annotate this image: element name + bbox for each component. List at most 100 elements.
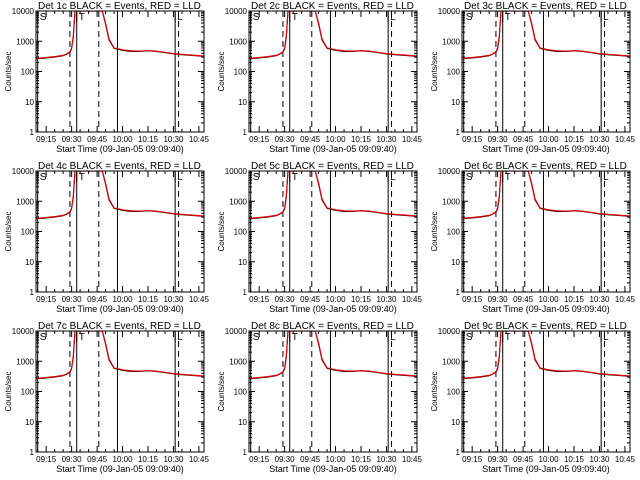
x-tick-label: 10:30: [376, 455, 397, 464]
y-tick-label: 100: [21, 388, 35, 397]
y-tick-label: 100: [447, 388, 461, 397]
x-tick-label: 09:15: [249, 455, 270, 464]
y-tick-label: 1: [30, 288, 35, 297]
lld-series-line: [36, 11, 204, 60]
x-tick-label: 10:15: [564, 295, 585, 304]
y-axis-label: Counts/sec: [217, 211, 226, 251]
x-tick-label: 09:15: [249, 135, 270, 144]
x-tick-label: 09:30: [488, 135, 509, 144]
y-tick-label: 1: [243, 448, 248, 457]
flag-letter: T: [79, 332, 85, 343]
x-axis-label: Start Time (09-Jan-05 09:09:40): [482, 144, 610, 154]
flag-letter: S: [253, 172, 260, 183]
flag-letter: S: [40, 172, 47, 183]
x-axis-label: Start Time (09-Jan-05 09:09:40): [482, 464, 610, 474]
x-tick-label: 10:00: [539, 135, 560, 144]
x-tick-label: 09:30: [62, 135, 83, 144]
lld-series-line: [462, 11, 630, 60]
y-tick-label: 10: [238, 258, 247, 267]
x-axis-label: Start Time (09-Jan-05 09:09:40): [56, 144, 184, 154]
lld-series-line: [462, 331, 630, 380]
x-tick-label: 10:15: [351, 135, 372, 144]
x-tick-label: 10:00: [539, 455, 560, 464]
y-tick-label: 100: [234, 68, 248, 77]
x-tick-label: 09:45: [87, 135, 108, 144]
y-tick-label: 1000: [16, 197, 34, 206]
y-tick-label: 1: [30, 448, 35, 457]
x-tick-label: 10:15: [564, 135, 585, 144]
x-tick-label: 10:45: [615, 135, 636, 144]
x-tick-label: 10:30: [589, 135, 610, 144]
x-tick-label: 09:30: [488, 455, 509, 464]
y-tick-label: 1000: [229, 37, 247, 46]
panel-title: Det 9c BLACK = Events, RED = LLD: [464, 321, 627, 332]
x-tick-label: 09:45: [300, 295, 321, 304]
y-tick-label: 10: [451, 418, 460, 427]
x-tick-label: 09:30: [275, 295, 296, 304]
flag-letter: S: [253, 332, 260, 343]
flag-letter: T: [292, 172, 298, 183]
x-tick-label: 10:30: [163, 295, 184, 304]
y-tick-label: 100: [21, 228, 35, 237]
x-tick-label: 10:30: [589, 295, 610, 304]
y-tick-label: 10000: [225, 327, 248, 336]
lld-series-line: [249, 171, 417, 220]
flag-letter: S: [40, 332, 47, 343]
y-axis-label: Counts/sec: [4, 211, 13, 251]
flag-letter: T: [505, 12, 511, 23]
x-tick-label: 10:45: [402, 455, 423, 464]
flag-letter: T: [79, 172, 85, 183]
y-tick-label: 1000: [442, 197, 460, 206]
x-tick-label: 10:00: [326, 135, 347, 144]
y-tick-label: 1000: [229, 357, 247, 366]
y-tick-label: 100: [234, 388, 248, 397]
y-tick-label: 10000: [12, 167, 35, 176]
y-tick-label: 10: [25, 258, 34, 267]
panel-title: Det 7c BLACK = Events, RED = LLD: [38, 321, 201, 332]
flag-letter: T: [292, 12, 298, 23]
x-tick-label: 10:15: [351, 455, 372, 464]
x-tick-label: 09:45: [300, 455, 321, 464]
y-tick-label: 100: [234, 228, 248, 237]
flag-letter: T: [505, 172, 511, 183]
y-tick-label: 1000: [442, 357, 460, 366]
flag-letter: L: [177, 172, 183, 183]
x-axis-label: Start Time (09-Jan-05 09:09:40): [56, 464, 184, 474]
y-tick-label: 1: [243, 128, 248, 137]
x-tick-label: 09:30: [62, 295, 83, 304]
x-axis-label: Start Time (09-Jan-05 09:09:40): [269, 144, 397, 154]
x-tick-label: 10:45: [615, 455, 636, 464]
x-tick-label: 10:30: [163, 135, 184, 144]
flag-letter: L: [390, 12, 396, 23]
y-axis-label: Counts/sec: [4, 371, 13, 411]
x-tick-label: 09:15: [36, 295, 57, 304]
x-tick-label: 10:00: [113, 295, 134, 304]
x-tick-label: 09:15: [462, 455, 483, 464]
x-tick-label: 09:15: [36, 455, 57, 464]
lld-series-line: [36, 171, 204, 220]
panel-title: Det 5c BLACK = Events, RED = LLD: [251, 161, 414, 172]
y-tick-label: 10: [238, 98, 247, 107]
y-tick-label: 10000: [438, 167, 461, 176]
flag-letter: L: [603, 12, 609, 23]
flag-letter: L: [177, 12, 183, 23]
y-tick-label: 1000: [442, 37, 460, 46]
x-tick-label: 10:15: [351, 295, 372, 304]
x-tick-label: 09:15: [249, 295, 270, 304]
y-axis-label: Counts/sec: [217, 371, 226, 411]
flag-letter: L: [390, 332, 396, 343]
flag-letter: L: [603, 332, 609, 343]
x-tick-label: 09:15: [36, 135, 57, 144]
x-tick-label: 10:30: [376, 295, 397, 304]
x-tick-label: 09:30: [275, 135, 296, 144]
flag-letter: L: [603, 172, 609, 183]
y-tick-label: 10000: [225, 7, 248, 16]
x-axis-label: Start Time (09-Jan-05 09:09:40): [269, 304, 397, 314]
x-axis-label: Start Time (09-Jan-05 09:09:40): [482, 304, 610, 314]
